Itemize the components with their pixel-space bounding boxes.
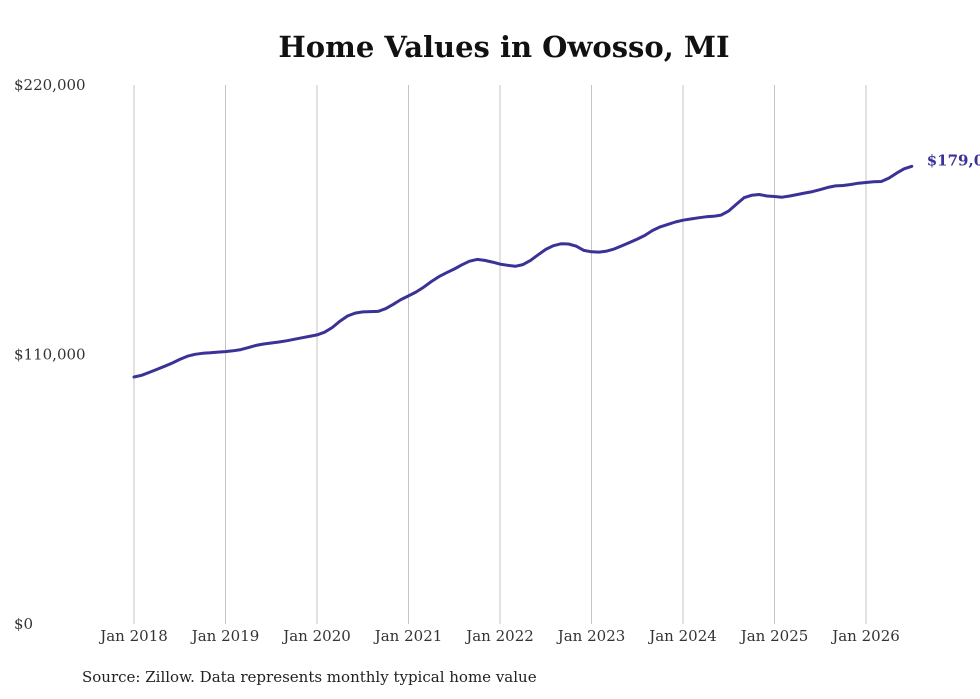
x-tick-label: Jan 2018	[98, 627, 168, 645]
x-tick-label: Jan 2021	[373, 627, 443, 645]
grid-lines	[133, 85, 867, 624]
x-tick-label: Jan 2019	[190, 627, 260, 645]
series-line-home-value	[132, 164, 914, 379]
source-note: Source: Zillow. Data represents monthly …	[82, 668, 537, 686]
x-tick-label: Jan 2026	[830, 627, 900, 645]
y-tick-label: $0	[14, 615, 33, 633]
x-tick-label: Jan 2024	[647, 627, 717, 645]
y-tick-label: $110,000	[14, 346, 86, 364]
y-axis-tick-labels: $0 $110,000 $220,000	[14, 76, 86, 633]
x-axis-tick-labels: Jan 2018 Jan 2019 Jan 2020 Jan 2021 Jan 2022…	[98, 627, 900, 645]
x-tick-label: Jan 2022	[464, 627, 534, 645]
end-value-label: $179,004	[927, 151, 980, 169]
chart-title: Home Values in Owosso, MI	[278, 30, 730, 64]
y-tick-label: $220,000	[14, 76, 86, 94]
x-tick-label: Jan 2023	[556, 627, 626, 645]
x-tick-label: Jan 2020	[281, 627, 351, 645]
x-tick-label: Jan 2025	[739, 627, 809, 645]
